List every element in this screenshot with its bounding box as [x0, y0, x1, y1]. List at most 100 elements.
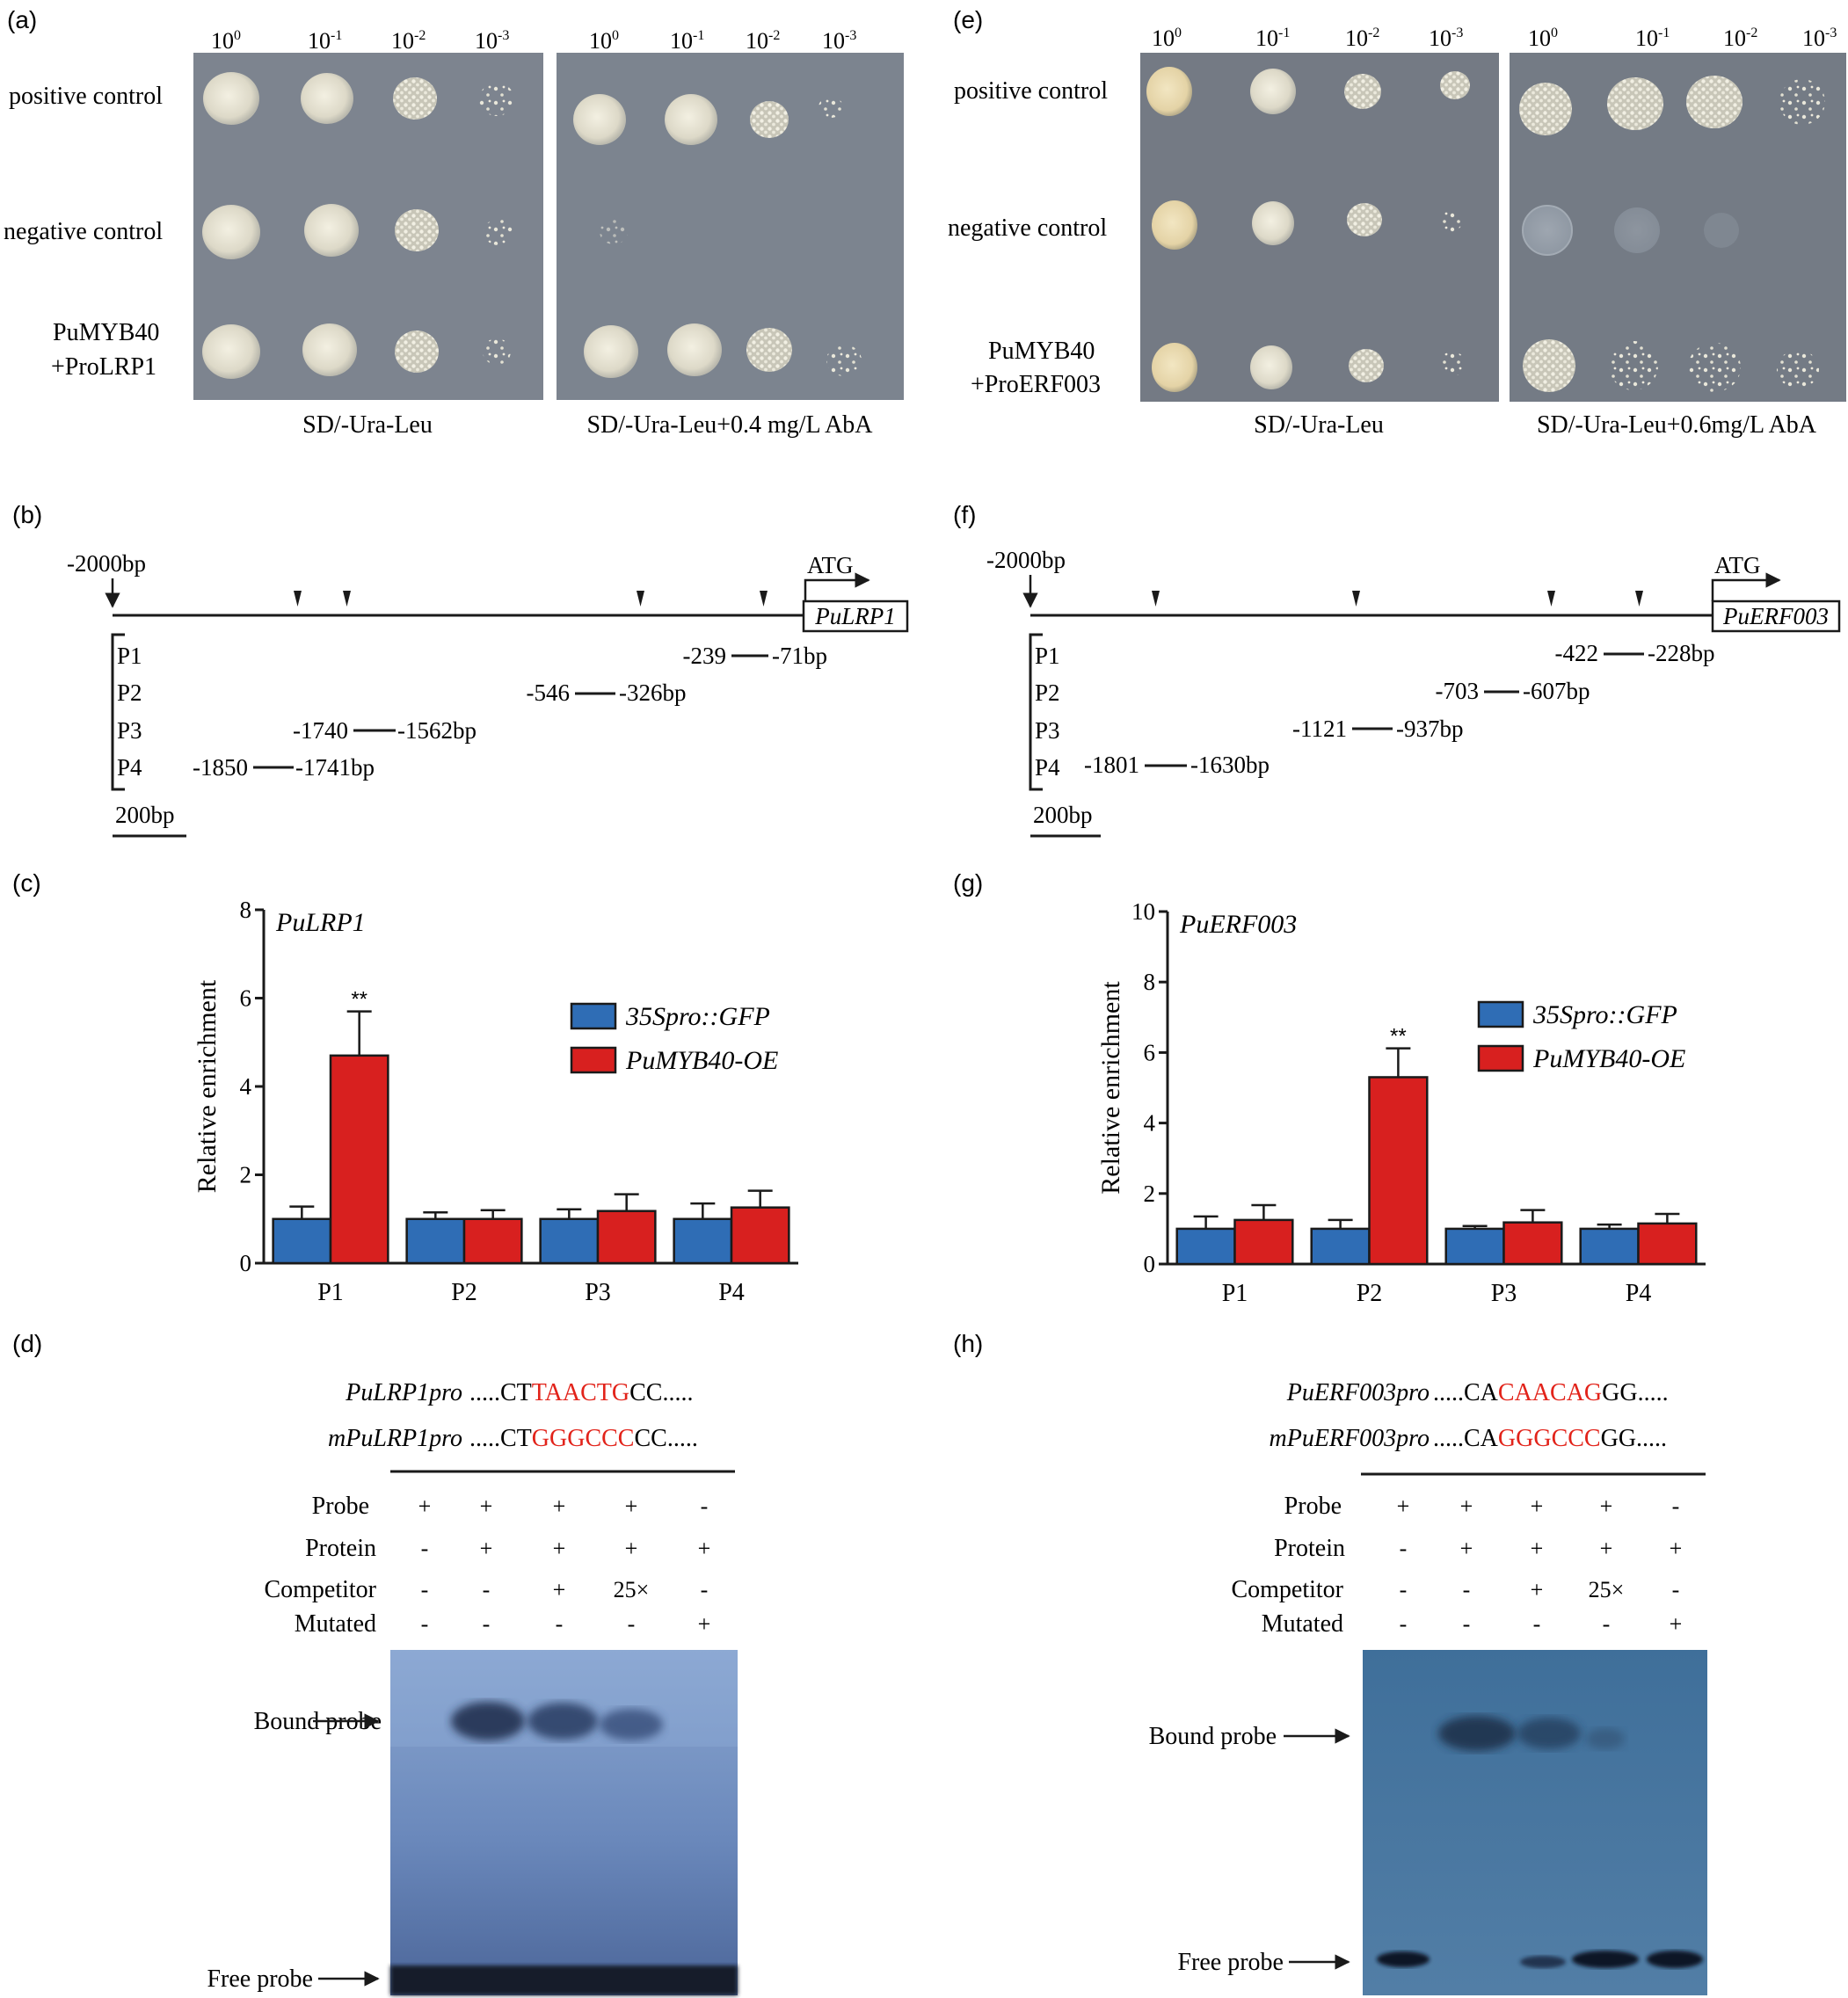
probe-sequence: .....CACAACAGGG.....: [1433, 1379, 1669, 1406]
row-label-negative: negative control: [948, 214, 1107, 242]
dilution-label: 10-2: [391, 28, 426, 54]
promoter-start-label: -2000bp: [986, 547, 1066, 573]
row-label-sample: PuMYB40: [53, 319, 159, 346]
emsa-conditions: Probe Protein Competitor Mutated + + + + - -…: [264, 1493, 710, 1638]
probe-list: P1 P2 P3 P4 -422 -228bp -703 -607bp -112…: [1035, 640, 1715, 781]
row-label-sample: +ProLRP1: [51, 353, 156, 381]
y-tick-label: 0: [1144, 1251, 1156, 1277]
binding-site-markers: [294, 591, 768, 607]
row-label-sample: +ProERF003: [971, 371, 1101, 398]
gene-box: [1711, 599, 1841, 633]
bar: [272, 1217, 332, 1265]
svg-text:+: +: [1531, 1493, 1544, 1519]
condition-name: Probe: [1284, 1493, 1342, 1520]
chart-c: 0 2 4 6 8 Relative enrichment PuLRP1 ** P1 P2 P3 P4…: [193, 897, 798, 1306]
svg-text:+: +: [1600, 1536, 1613, 1561]
row-label-positive: positive control: [954, 77, 1108, 105]
probe-seq-name: PuLRP1pro: [345, 1379, 462, 1406]
dilution-headers-a: 100 10-1 10-2 10-3 100 10-1 10-2 10-3: [211, 28, 856, 54]
y-tick-label: 0: [240, 1250, 252, 1276]
svg-text:+: +: [480, 1493, 493, 1519]
bar: [596, 1210, 657, 1265]
y-tick-label: 8: [240, 897, 252, 923]
plate-label-left: SD/-Ura-Leu: [1254, 411, 1384, 439]
row-labels-a: positive control negative control PuMYB4…: [4, 83, 163, 381]
probe-bracket: [111, 633, 125, 791]
probe-from: -239: [683, 643, 727, 669]
mutant-sequence: .....CTGGGCCCCC.....: [469, 1425, 698, 1452]
probe-name: P2: [1035, 679, 1060, 706]
emsa-gel-d: [390, 1650, 738, 1995]
dilution-label: 10-1: [670, 28, 704, 54]
probe-from: -703: [1436, 678, 1480, 704]
condition-name: Mutated: [295, 1610, 376, 1638]
panel-label-h: (h): [953, 1330, 983, 1357]
bar: [1310, 1227, 1371, 1266]
probe-name: P4: [117, 754, 142, 781]
row-label-positive: positive control: [9, 83, 163, 110]
svg-text:+: +: [1397, 1493, 1410, 1519]
category-label: P2: [1357, 1280, 1383, 1307]
condition-name: Mutated: [1262, 1610, 1343, 1638]
binding-site-markers: [1152, 591, 1643, 607]
svg-text:+: +: [698, 1611, 711, 1637]
legend-label: PuMYB40-OE: [1532, 1044, 1685, 1073]
probe-to: -937bp: [1396, 716, 1464, 742]
svg-text:+: +: [698, 1536, 711, 1561]
svg-text:-: -: [1400, 1611, 1408, 1637]
probe-name: P3: [117, 717, 142, 744]
probe-sequence: .....CTTAACTGCC.....: [469, 1379, 693, 1406]
probe-to: -1562bp: [397, 717, 477, 744]
svg-text:-: -: [1603, 1611, 1611, 1637]
svg-text:+: +: [1460, 1493, 1473, 1519]
row-label-negative: negative control: [4, 218, 163, 245]
promoter-start-label: -2000bp: [67, 550, 146, 577]
dilution-label: 10-1: [1255, 25, 1290, 51]
dilution-label: 10-1: [308, 28, 342, 54]
dilution-label: 10-3: [1802, 25, 1837, 51]
legend-swatch: [570, 1046, 617, 1074]
bar: [1579, 1227, 1640, 1266]
bar: [1444, 1227, 1505, 1266]
mutant-sequence: .....CAGGGCCCGG.....: [1433, 1425, 1667, 1452]
significance-mark: **: [351, 988, 367, 1012]
plate-e-left: [1140, 53, 1499, 402]
dilution-label: 10-3: [822, 28, 856, 54]
category-label: P1: [317, 1279, 344, 1306]
probe-from: -1121: [1292, 716, 1347, 742]
plate-label-left: SD/-Ura-Leu: [302, 411, 433, 439]
svg-text:25×: 25×: [614, 1577, 650, 1602]
svg-text:-: -: [701, 1577, 709, 1602]
bar: [673, 1217, 733, 1265]
plate-a-right: [557, 53, 904, 400]
panel-a: (a) 100 10-1 10-2 10-3 100 10-1 10-2 10-…: [4, 6, 904, 439]
emsa-gel-h: [1363, 1650, 1707, 1995]
dilution-label: 100: [211, 28, 241, 54]
svg-text:+: +: [1600, 1493, 1613, 1519]
bar: [405, 1217, 466, 1265]
category-label: P2: [451, 1279, 477, 1306]
probe-to: -326bp: [619, 679, 687, 706]
scale-label: 200bp: [115, 802, 175, 828]
y-axis-label: Relative enrichment: [193, 979, 222, 1193]
bar: [1637, 1222, 1698, 1266]
legend-swatch: [570, 1002, 617, 1030]
svg-text:25×: 25×: [1589, 1577, 1625, 1602]
panel-f: (f) -2000bp ATG PuERF003 P1 P2 P3 P4 -42…: [953, 501, 1841, 838]
gene-box: [802, 599, 909, 633]
svg-text:+: +: [1670, 1611, 1683, 1637]
svg-text:-: -: [421, 1536, 429, 1561]
panel-e: (e) 100 10-1 10-2 10-3 100 10-1 10-2 10-…: [948, 6, 1846, 439]
svg-text:-: -: [1672, 1577, 1680, 1602]
condition-name: Protein: [1274, 1535, 1345, 1562]
dilution-label: 100: [1528, 25, 1558, 51]
probe-name: P1: [117, 643, 142, 669]
y-tick-label: 6: [240, 985, 252, 1012]
svg-text:-: -: [421, 1577, 429, 1602]
svg-text:-: -: [1400, 1536, 1408, 1561]
condition-name: Competitor: [1231, 1576, 1343, 1603]
chart-g: 0 2 4 6 8 10 Relative enrichment PuERF003 P1 ** P2…: [1096, 898, 1706, 1307]
bar: [1233, 1218, 1294, 1266]
emsa-conditions: Probe Protein Competitor Mutated + + + + - -…: [1231, 1493, 1682, 1638]
